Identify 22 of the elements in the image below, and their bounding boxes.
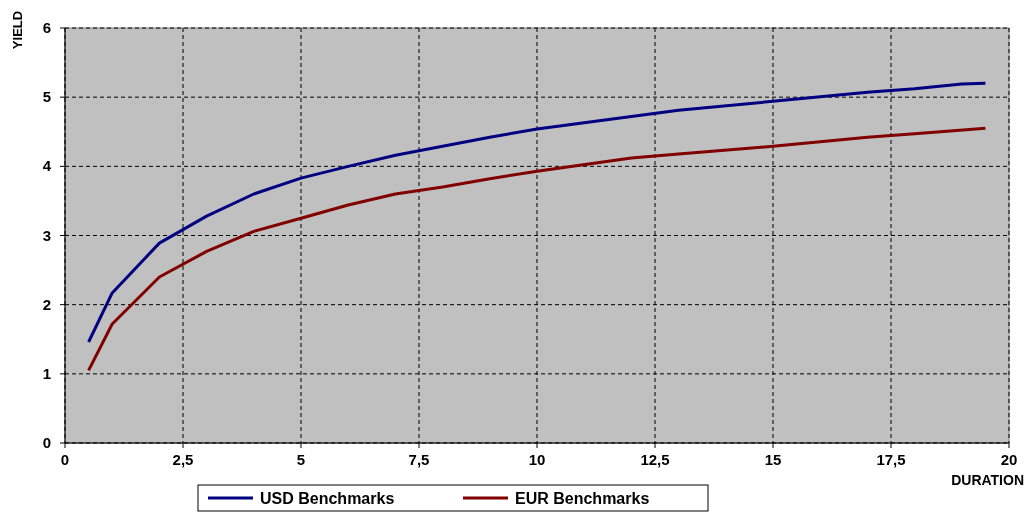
legend-label: USD Benchmarks xyxy=(260,490,395,507)
x-tick-label: 2,5 xyxy=(172,451,194,468)
x-tick-label: 17,5 xyxy=(876,451,906,468)
x-tick-label: 15 xyxy=(764,451,782,468)
x-tick-label: 20 xyxy=(1000,451,1018,468)
y-tick-label: 1 xyxy=(42,364,51,382)
y-tick-label: 6 xyxy=(42,19,51,36)
x-tick-label: 0 xyxy=(60,451,70,468)
x-tick-label: 10 xyxy=(528,451,546,468)
y-tick-label: 2 xyxy=(42,295,51,313)
y-axis-title: YIELD xyxy=(10,10,25,50)
legend-label: EUR Benchmarks xyxy=(515,490,650,507)
y-tick-label: 4 xyxy=(42,157,52,175)
line-series xyxy=(87,81,987,344)
x-tick-label: 12,5 xyxy=(640,451,670,468)
line-series xyxy=(87,126,987,372)
y-tick-label: 5 xyxy=(42,88,51,106)
x-tick-label: 7,5 xyxy=(408,451,430,468)
x-axis-title: DURATION xyxy=(951,472,1024,488)
y-tick-label: 0 xyxy=(42,434,51,451)
y-tick-label: 3 xyxy=(42,226,51,244)
x-tick-label: 5 xyxy=(296,451,306,468)
